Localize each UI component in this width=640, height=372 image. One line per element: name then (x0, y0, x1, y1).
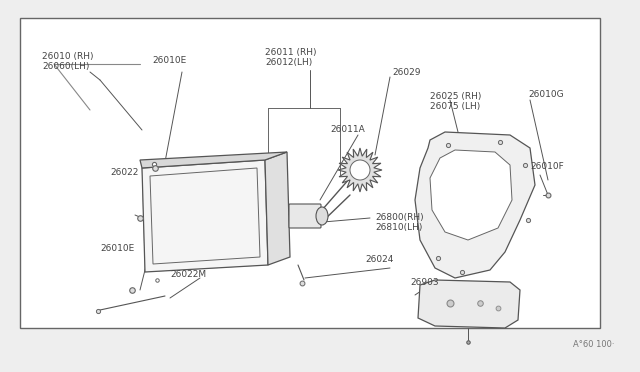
Text: 26010G: 26010G (528, 90, 564, 99)
Polygon shape (430, 150, 512, 240)
Text: 26025 (RH)
26075 (LH): 26025 (RH) 26075 (LH) (430, 92, 481, 111)
Text: 26010 (RH)
26060(LH): 26010 (RH) 26060(LH) (42, 52, 93, 71)
Text: 26022: 26022 (110, 168, 138, 177)
Polygon shape (142, 160, 268, 272)
Text: 26024: 26024 (365, 255, 394, 264)
Text: 26800(RH)
26810(LH): 26800(RH) 26810(LH) (375, 213, 424, 232)
Text: 26903: 26903 (410, 278, 438, 287)
Text: 26011 (RH)
26012(LH): 26011 (RH) 26012(LH) (265, 48, 317, 67)
Polygon shape (418, 280, 520, 328)
Polygon shape (140, 152, 287, 168)
Text: 26010E: 26010E (152, 56, 186, 65)
Text: 26022M: 26022M (170, 270, 206, 279)
Ellipse shape (316, 207, 328, 225)
Text: 26011A: 26011A (330, 125, 365, 134)
Polygon shape (415, 132, 535, 278)
Text: 26010E: 26010E (100, 244, 134, 253)
FancyBboxPatch shape (289, 204, 321, 228)
Bar (20, 18, 600, 328)
Text: 26010F: 26010F (530, 162, 564, 171)
Text: A°60 100·: A°60 100· (573, 340, 615, 349)
Polygon shape (265, 152, 290, 265)
Polygon shape (338, 148, 382, 192)
Text: 26029: 26029 (392, 68, 420, 77)
Circle shape (350, 160, 370, 180)
